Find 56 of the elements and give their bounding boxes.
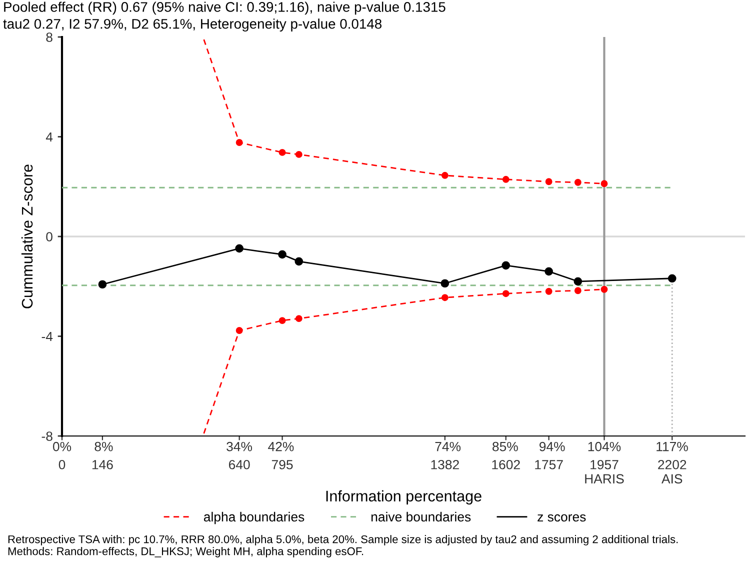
legend-label: naive boundaries: [371, 512, 471, 522]
x2-tick-label: 117%: [656, 442, 688, 452]
x-tick-label: 2202 AIS: [658, 460, 686, 484]
x-tick-label: 1602: [492, 460, 520, 470]
point: [502, 290, 510, 298]
point: [668, 274, 676, 283]
chart-title: Pooled effect (RR) 0.67 (95% naive CI: 0.39;1.16), naive p-value 0.1315: [4, 2, 446, 15]
point: [502, 261, 510, 270]
x-tick-label: 1382: [431, 460, 459, 470]
y-axis-title: Cummulative Z-score: [21, 164, 33, 308]
point: [502, 176, 510, 183]
point: [278, 250, 286, 259]
point: [278, 148, 286, 156]
x-tick-label: 1757: [535, 460, 563, 470]
x-tick-label: 146: [92, 460, 113, 470]
x-tick-label: 0: [58, 460, 66, 470]
text: Retrospective TSA with: pc 10.7%, RRR 80.0%, alpha 5.0%, beta 20%. Sample size is adjusted by tau2 and assuming 2 additional trials. Methods: Random-effects, DL_HKSJ; Weight MH, alpha spending esOF.: [8, 535, 678, 558]
point: [545, 178, 552, 186]
y-tick-label: 8: [46, 32, 52, 42]
point: [441, 172, 448, 179]
point: [295, 315, 302, 322]
point: [440, 279, 450, 288]
point: [236, 139, 243, 146]
y-tick-label: 0: [46, 232, 52, 242]
x-tick-label: 1957 HARIS: [585, 460, 624, 484]
x2-tick-label: 85%: [492, 442, 518, 452]
point: [236, 327, 243, 334]
x2-tick-label: 34%: [226, 442, 252, 452]
y-tick-label: 4: [46, 132, 53, 142]
y-tick-label: -4: [42, 332, 53, 342]
x2-tick-label: 42%: [268, 442, 294, 452]
point: [235, 244, 244, 253]
chart-subtitle: tau2 0.27, I2 57.9%, D2 65.1%, Heterogeneity p-value 0.0148: [3, 18, 382, 32]
point: [574, 277, 582, 286]
x2-tick-label: 0%: [52, 442, 72, 452]
point: [294, 257, 304, 266]
point: [295, 150, 302, 158]
x2-tick-label: 8%: [94, 442, 113, 452]
point: [574, 287, 582, 294]
point: [600, 286, 608, 293]
point: [544, 267, 553, 276]
y-tick-label: -8: [42, 432, 52, 441]
point: [98, 280, 107, 289]
x2-tick-label: 74%: [435, 442, 461, 452]
x2-tick-label: 104%: [588, 442, 621, 452]
point: [545, 288, 552, 295]
point: [574, 178, 582, 186]
x-tick-label: 795: [272, 460, 293, 470]
point: [600, 180, 608, 188]
x-axis-title: Information percentage: [326, 490, 482, 505]
x2-tick-label: 94%: [540, 442, 565, 452]
point: [441, 294, 448, 302]
point: [278, 317, 286, 324]
legend-label: alpha boundaries: [204, 512, 304, 524]
legend-label: z scores: [538, 514, 586, 522]
x-tick-label: 640: [228, 460, 250, 470]
